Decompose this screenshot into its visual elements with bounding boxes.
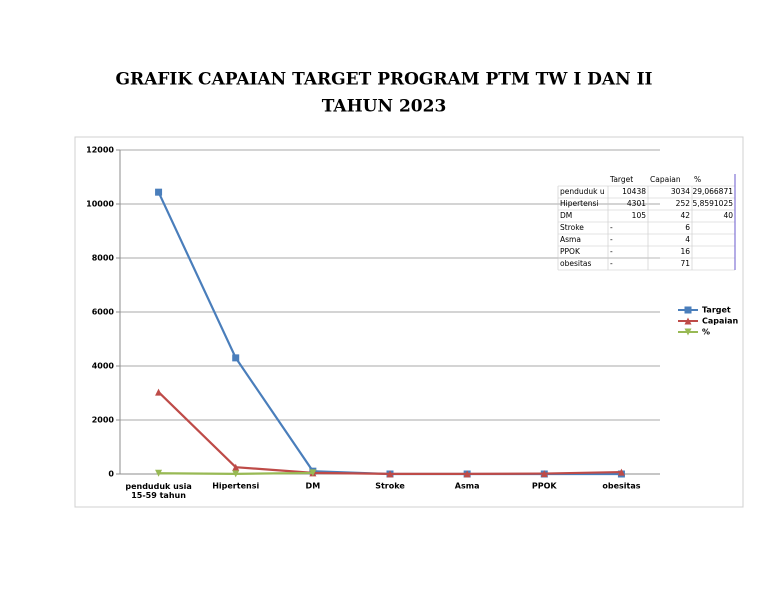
table-cell: PPOK <box>560 247 581 256</box>
chart-subtitle: TAHUN 2023 <box>322 97 447 117</box>
y-tick-label: 8000 <box>92 254 115 263</box>
legend-marker <box>684 328 692 336</box>
table-cell: 10438 <box>622 187 646 196</box>
table-header: Capaian <box>650 175 681 184</box>
point <box>463 470 471 478</box>
point <box>155 388 163 396</box>
y-tick-label: 4000 <box>92 362 115 371</box>
data-table: Target Capaian % penduduk u 10438 3034 29,0668… <box>557 174 736 271</box>
chart-frame <box>74 136 744 508</box>
x-tick-label: obesitas <box>602 482 640 491</box>
table-cell: 3034 <box>671 187 690 196</box>
point <box>232 354 240 362</box>
table-cell: DM <box>560 211 572 220</box>
legend-label: Capaian <box>702 317 739 326</box>
point <box>155 469 163 477</box>
table-cell: 5,8591025 <box>692 199 733 208</box>
point <box>232 470 240 478</box>
table-cell: 40 <box>723 211 733 220</box>
point <box>617 468 625 476</box>
x-tick-label: DM <box>306 482 321 491</box>
table-cell: - <box>610 259 613 268</box>
y-tick-label: 2000 <box>92 416 115 425</box>
table-header: Target <box>609 175 633 184</box>
table-cell: Asma <box>560 235 581 244</box>
table-cell: - <box>610 247 613 256</box>
table-cell: - <box>610 235 613 244</box>
point <box>232 463 240 471</box>
table-cell: 252 <box>676 199 691 208</box>
point <box>309 469 317 477</box>
table-cell: 6 <box>685 223 690 232</box>
y-tick-label: 10000 <box>86 200 114 209</box>
x-tick-label: Hipertensi <box>212 482 259 491</box>
point <box>386 470 394 478</box>
legend-marker <box>684 317 692 325</box>
x-tick-label: PPOK <box>532 482 558 491</box>
legend-marker <box>684 306 692 314</box>
y-tick-label: 0 <box>108 470 114 479</box>
table-cell: Stroke <box>560 223 584 232</box>
table-cell: 29,066871 <box>692 187 733 196</box>
table-cell: 4301 <box>627 199 646 208</box>
table-header: % <box>694 175 701 184</box>
x-tick-label: Stroke <box>375 482 405 491</box>
legend-label: Target <box>702 306 731 315</box>
point <box>155 188 163 196</box>
chart-title: GRAFIK CAPAIAN TARGET PROGRAM PTM TW I D… <box>116 70 653 90</box>
x-tick-label: Asma <box>455 482 480 491</box>
table-cell: 71 <box>680 259 690 268</box>
table-cell: obesitas <box>560 259 591 268</box>
table-cell: 105 <box>632 211 647 220</box>
table-cell: 16 <box>680 247 690 256</box>
y-tick-label: 12000 <box>86 146 114 155</box>
table-cell: penduduk u <box>560 187 605 196</box>
table-cell: - <box>610 223 613 232</box>
legend-label: % <box>702 328 710 337</box>
point <box>540 470 548 478</box>
x-tick-label: penduduk usia 15-59 tahun <box>125 482 191 500</box>
table-cell: Hipertensi <box>560 199 598 208</box>
y-tick-label: 6000 <box>92 308 115 317</box>
table-cell: 4 <box>685 235 690 244</box>
table-cell: 42 <box>680 211 690 220</box>
